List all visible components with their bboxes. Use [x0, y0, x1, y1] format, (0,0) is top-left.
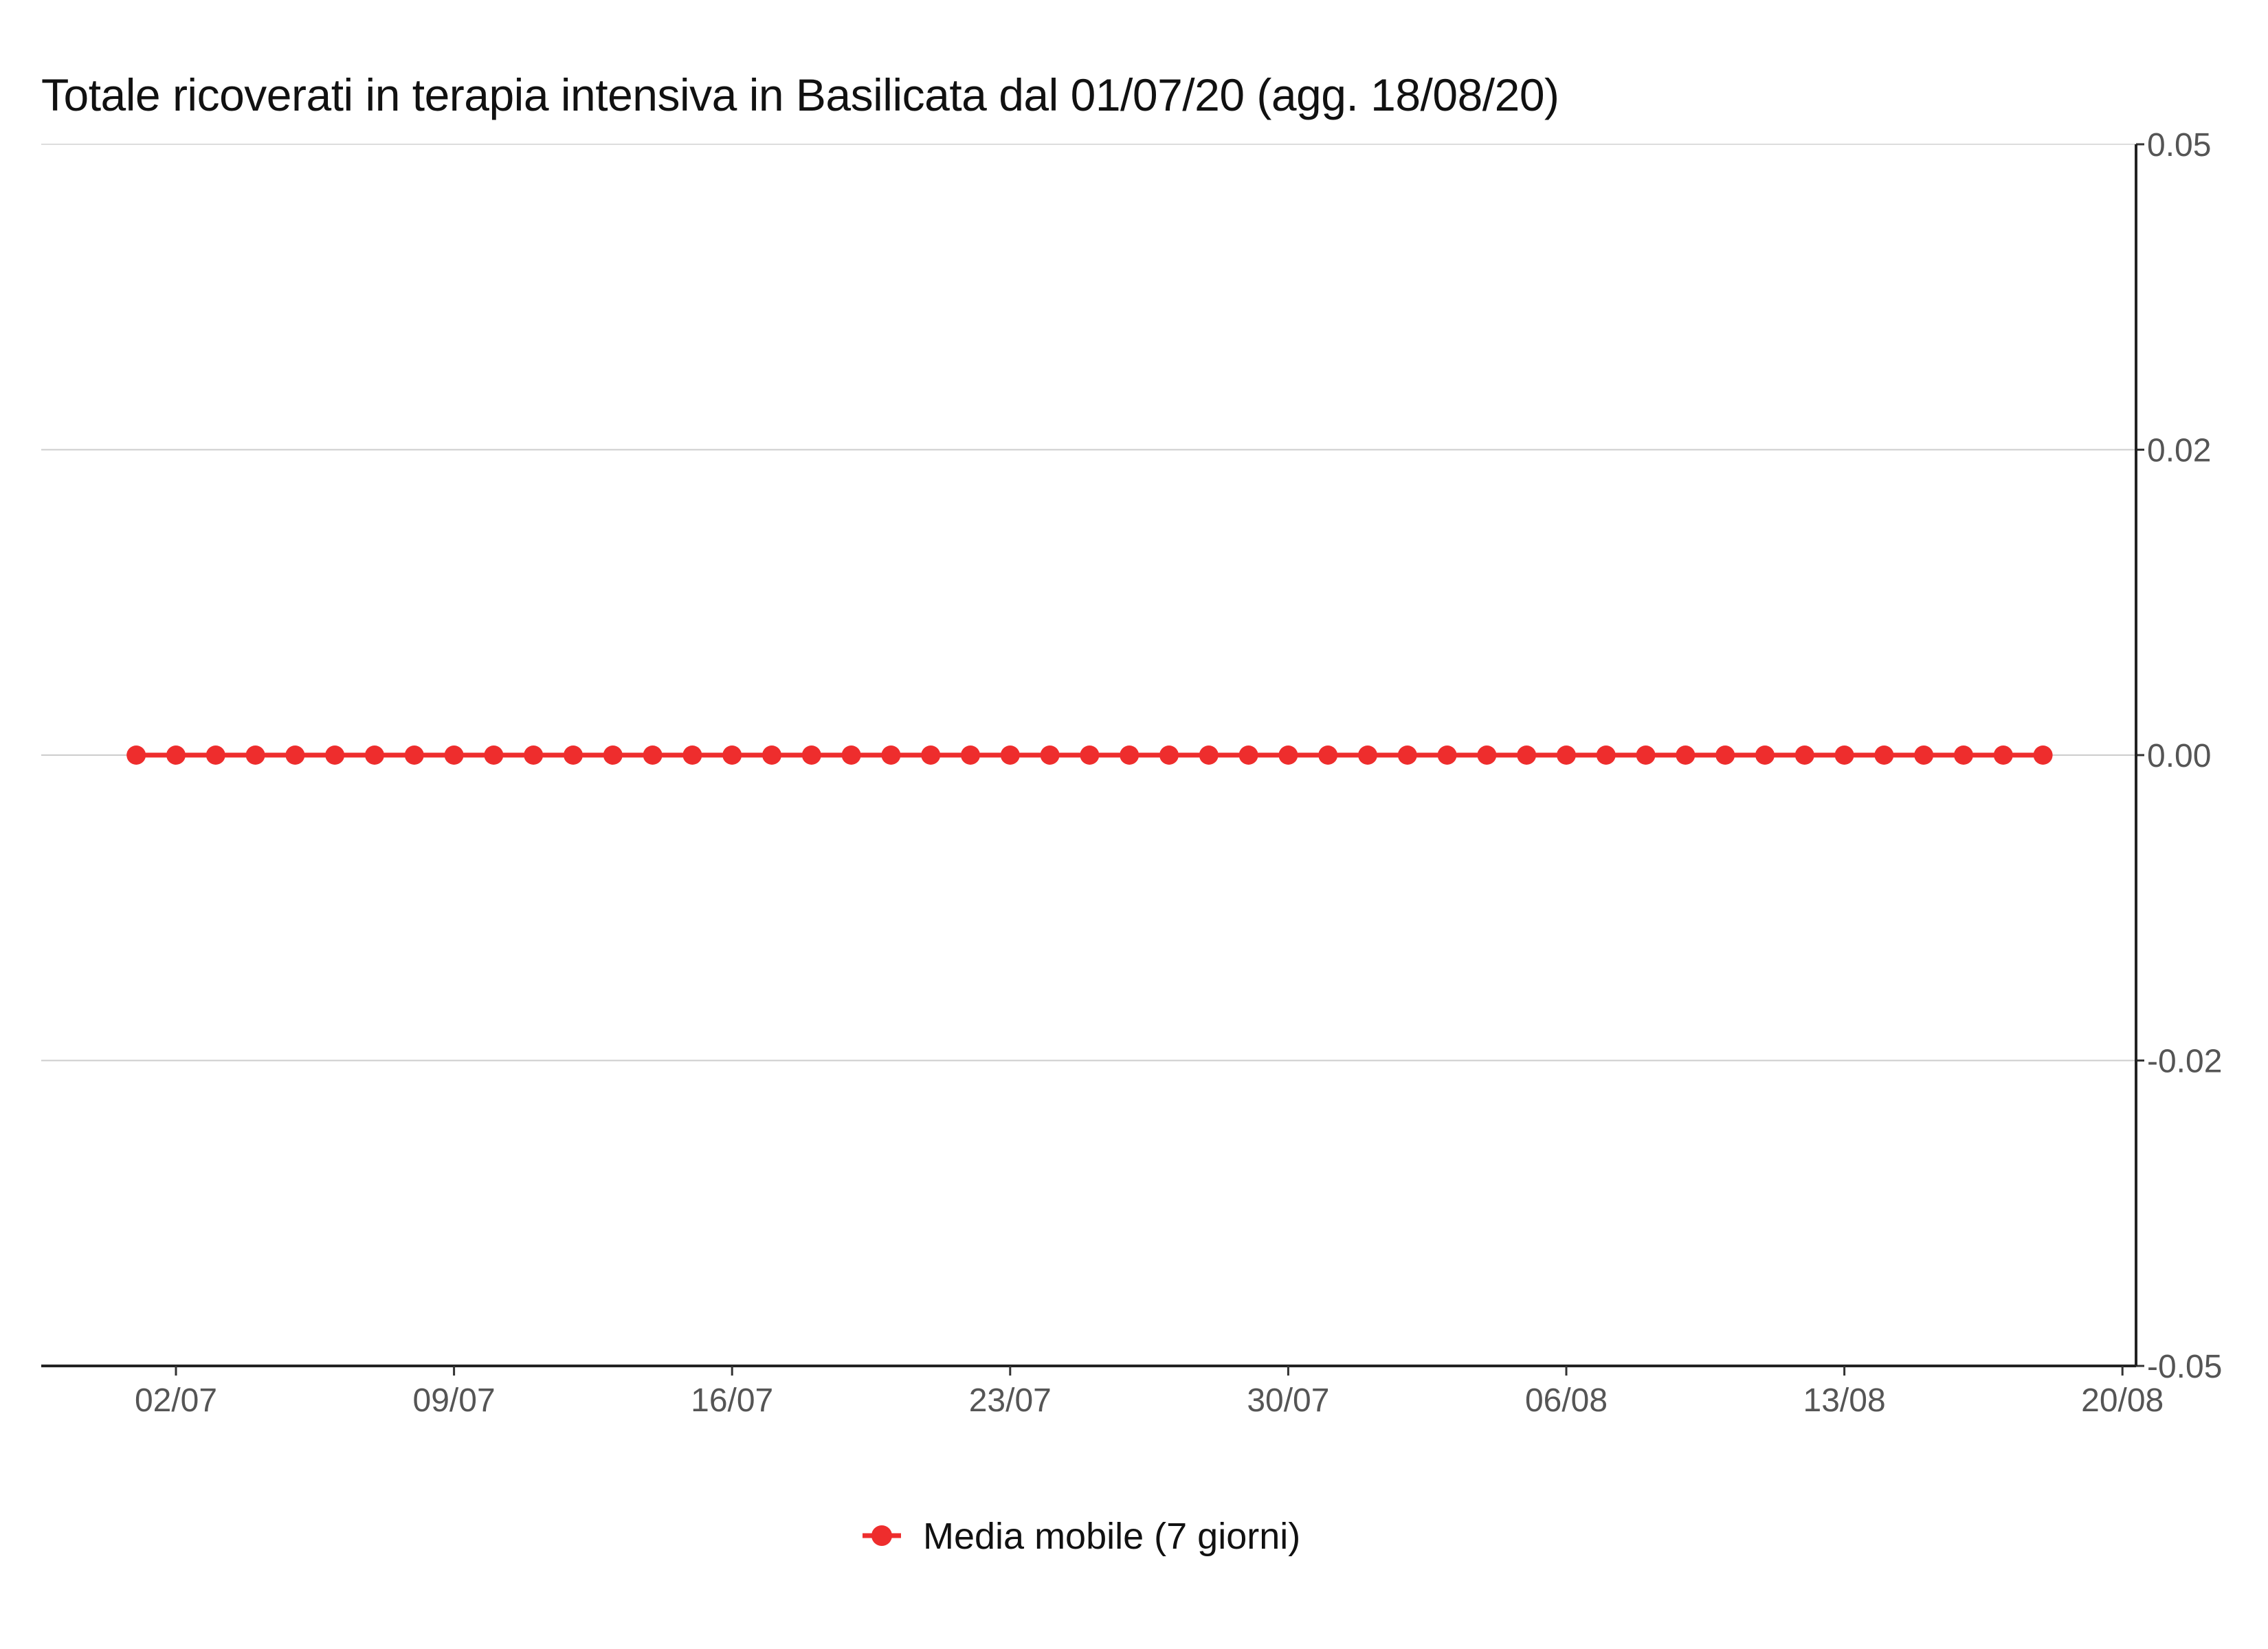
- data-point: [1954, 745, 1973, 765]
- data-point: [404, 745, 424, 765]
- data-point: [524, 745, 544, 765]
- data-point: [126, 745, 146, 765]
- data-point: [1596, 745, 1616, 765]
- data-point: [285, 745, 305, 765]
- data-point: [1676, 745, 1696, 765]
- data-point: [841, 745, 861, 765]
- x-tick-label: 06/08: [1525, 1382, 1608, 1419]
- data-point: [1397, 745, 1417, 765]
- data-point: [801, 745, 821, 765]
- data-point: [564, 745, 583, 765]
- data-point: [961, 745, 980, 765]
- data-point: [1238, 745, 1258, 765]
- data-point: [1199, 745, 1219, 765]
- data-point: [1636, 745, 1656, 765]
- x-tick-label: 20/08: [2081, 1382, 2164, 1419]
- data-point: [365, 745, 384, 765]
- data-point: [166, 745, 186, 765]
- data-point: [245, 745, 265, 765]
- data-point: [2033, 745, 2053, 765]
- data-point: [762, 745, 781, 765]
- data-point: [1517, 745, 1537, 765]
- data-point: [1318, 745, 1338, 765]
- data-point: [1914, 745, 1934, 765]
- x-tick-label: 13/08: [1803, 1382, 1886, 1419]
- data-point: [325, 745, 345, 765]
- y-tick-label: 0.05: [2147, 127, 2211, 164]
- data-point: [1557, 745, 1576, 765]
- data-point: [1120, 745, 1139, 765]
- data-point: [722, 745, 742, 765]
- data-point: [881, 745, 901, 765]
- data-point: [921, 745, 941, 765]
- data-point: [1477, 745, 1497, 765]
- data-point: [484, 745, 504, 765]
- data-point: [1755, 745, 1775, 765]
- data-point: [1278, 745, 1298, 765]
- chart-title: Totale ricoverati in terapia intensiva i…: [41, 69, 1559, 120]
- data-point: [1993, 745, 2013, 765]
- y-tick-label: -0.05: [2147, 1349, 2222, 1385]
- data-point: [1000, 745, 1020, 765]
- data-point: [1874, 745, 1894, 765]
- data-point: [1794, 745, 1814, 765]
- data-point: [1040, 745, 1060, 765]
- data-point: [1080, 745, 1100, 765]
- data-point: [1437, 745, 1457, 765]
- data-point: [444, 745, 464, 765]
- data-point: [682, 745, 702, 765]
- data-point: [205, 745, 225, 765]
- data-point: [603, 745, 623, 765]
- y-tick-label: 0.02: [2147, 433, 2211, 469]
- x-tick-label: 09/07: [413, 1382, 496, 1419]
- legend-marker: [871, 1525, 892, 1546]
- data-point: [1159, 745, 1179, 765]
- data-point: [1834, 745, 1854, 765]
- x-tick-label: 23/07: [969, 1382, 1052, 1419]
- y-tick-label: -0.02: [2147, 1044, 2222, 1080]
- data-point: [1358, 745, 1377, 765]
- x-tick-label: 30/07: [1247, 1382, 1329, 1419]
- data-point: [643, 745, 663, 765]
- x-tick-label: 16/07: [691, 1382, 773, 1419]
- y-tick-label: 0.00: [2147, 738, 2211, 774]
- x-tick-label: 02/07: [135, 1382, 217, 1419]
- legend-label: Media mobile (7 giorni): [923, 1516, 1300, 1557]
- data-point: [1715, 745, 1735, 765]
